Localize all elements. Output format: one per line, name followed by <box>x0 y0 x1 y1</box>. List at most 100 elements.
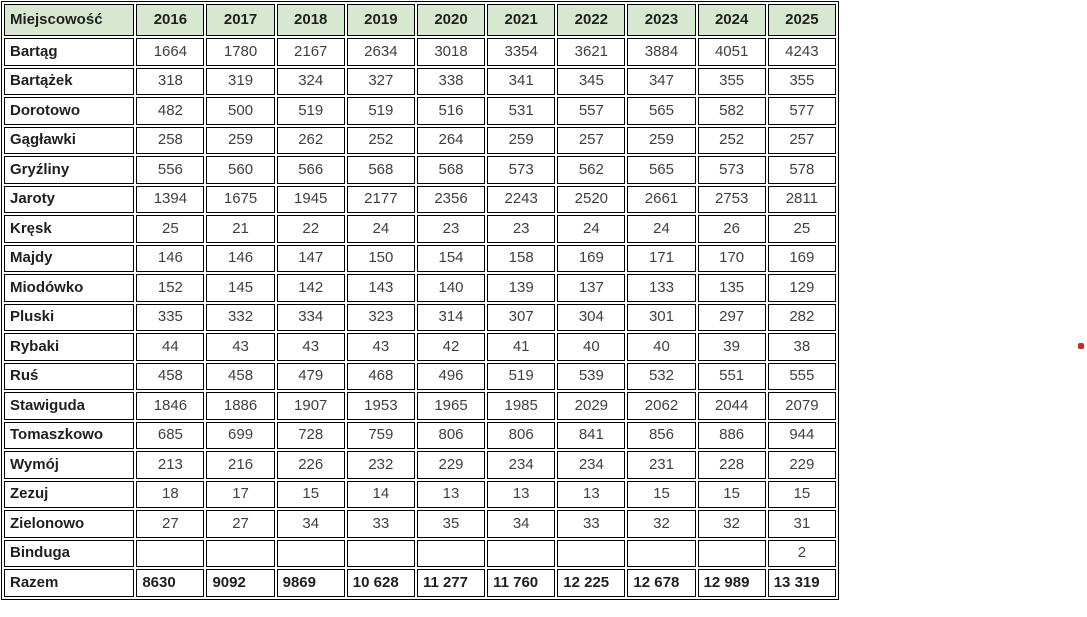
row-name-cell: Ruś <box>4 362 135 390</box>
value-cell: 1846 <box>136 392 205 420</box>
value-cell: 516 <box>416 97 486 125</box>
table-row: Miodówko 152 145 142 143 140 139 137 133 135 129 <box>4 274 836 302</box>
value-cell: 33 <box>346 510 415 538</box>
value-cell: 22 <box>276 215 345 243</box>
value-cell <box>276 539 345 567</box>
value-cell: 886 <box>697 421 766 449</box>
value-cell <box>416 539 486 567</box>
value-cell: 468 <box>346 362 415 390</box>
total-value-cell: 8630 <box>136 569 205 597</box>
value-cell: 258 <box>136 126 205 154</box>
row-name-cell: Tomaszkowo <box>4 421 135 449</box>
value-cell: 519 <box>276 97 345 125</box>
value-cell: 334 <box>276 303 345 331</box>
value-cell: 229 <box>416 451 486 479</box>
value-cell: 259 <box>487 126 556 154</box>
value-cell: 856 <box>627 421 696 449</box>
value-cell: 685 <box>136 421 205 449</box>
value-cell: 355 <box>697 67 766 95</box>
value-cell: 1394 <box>136 185 205 213</box>
value-cell: 25 <box>136 215 205 243</box>
column-header-year: 2021 <box>487 4 556 36</box>
value-cell: 15 <box>767 480 836 508</box>
value-cell: 27 <box>206 510 275 538</box>
table-row: Majdy 146 146 147 150 154 158 169 171 170 169 <box>4 244 836 272</box>
value-cell: 2062 <box>627 392 696 420</box>
value-cell: 307 <box>487 303 556 331</box>
header-row: Miejscowość 2016 2017 2018 2019 2020 2021 2022 2… <box>4 4 836 36</box>
value-cell: 226 <box>276 451 345 479</box>
total-row: Razem 8630 9092 9869 10 628 11 277 11 760 12 22… <box>4 569 836 597</box>
row-name-cell: Bartąg <box>4 38 135 66</box>
value-cell: 806 <box>487 421 556 449</box>
value-cell: 1675 <box>206 185 275 213</box>
value-cell: 458 <box>136 362 205 390</box>
value-cell: 355 <box>767 67 836 95</box>
table-row: Tomaszkowo 685 699 728 759 806 806 841 856 886 944 <box>4 421 836 449</box>
value-cell: 2029 <box>557 392 626 420</box>
value-cell: 335 <box>136 303 205 331</box>
value-cell: 143 <box>346 274 415 302</box>
value-cell: 34 <box>487 510 556 538</box>
value-cell: 15 <box>627 480 696 508</box>
value-cell: 324 <box>276 67 345 95</box>
value-cell: 2661 <box>627 185 696 213</box>
value-cell: 318 <box>136 67 205 95</box>
value-cell <box>487 539 556 567</box>
value-cell: 42 <box>416 333 486 361</box>
row-name-cell: Stawiguda <box>4 392 135 420</box>
value-cell: 129 <box>767 274 836 302</box>
row-name-cell: Rybaki <box>4 333 135 361</box>
value-cell: 519 <box>346 97 415 125</box>
value-cell: 304 <box>557 303 626 331</box>
value-cell: 229 <box>767 451 836 479</box>
value-cell: 2079 <box>767 392 836 420</box>
value-cell: 35 <box>416 510 486 538</box>
value-cell: 257 <box>767 126 836 154</box>
column-header-year: 2016 <box>136 4 205 36</box>
value-cell: 323 <box>346 303 415 331</box>
total-row-label: Razem <box>4 569 135 597</box>
value-cell: 231 <box>627 451 696 479</box>
row-name-cell: Jaroty <box>4 185 135 213</box>
value-cell: 142 <box>276 274 345 302</box>
value-cell: 135 <box>697 274 766 302</box>
value-cell: 496 <box>416 362 486 390</box>
value-cell: 1780 <box>206 38 275 66</box>
value-cell: 264 <box>416 126 486 154</box>
value-cell: 565 <box>627 97 696 125</box>
value-cell: 944 <box>767 421 836 449</box>
total-value-cell: 12 225 <box>557 569 626 597</box>
value-cell: 556 <box>136 156 205 184</box>
value-cell: 13 <box>416 480 486 508</box>
table-row: Gągławki 258 259 262 252 264 259 257 259 252 257 <box>4 126 836 154</box>
value-cell: 32 <box>697 510 766 538</box>
value-cell: 3884 <box>627 38 696 66</box>
value-cell: 3018 <box>416 38 486 66</box>
value-cell: 252 <box>697 126 766 154</box>
value-cell: 259 <box>627 126 696 154</box>
value-cell: 539 <box>557 362 626 390</box>
total-value-cell: 11 277 <box>416 569 486 597</box>
value-cell: 213 <box>136 451 205 479</box>
total-value-cell: 12 989 <box>697 569 766 597</box>
value-cell: 568 <box>416 156 486 184</box>
value-cell: 262 <box>276 126 345 154</box>
column-header-miejscowosc: Miejscowość <box>4 4 135 36</box>
red-dot-marker <box>1078 343 1084 349</box>
value-cell: 2356 <box>416 185 486 213</box>
value-cell: 170 <box>697 244 766 272</box>
value-cell: 1907 <box>276 392 345 420</box>
population-table: Miejscowość 2016 2017 2018 2019 2020 2021 2022 2… <box>1 1 839 600</box>
value-cell: 25 <box>767 215 836 243</box>
value-cell: 2243 <box>487 185 556 213</box>
value-cell: 228 <box>697 451 766 479</box>
table-body: Bartąg 1664 1780 2167 2634 3018 3354 3621 3884 40… <box>4 38 836 597</box>
value-cell: 338 <box>416 67 486 95</box>
value-cell: 1985 <box>487 392 556 420</box>
value-cell: 43 <box>206 333 275 361</box>
value-cell: 1886 <box>206 392 275 420</box>
value-cell: 24 <box>627 215 696 243</box>
value-cell: 531 <box>487 97 556 125</box>
